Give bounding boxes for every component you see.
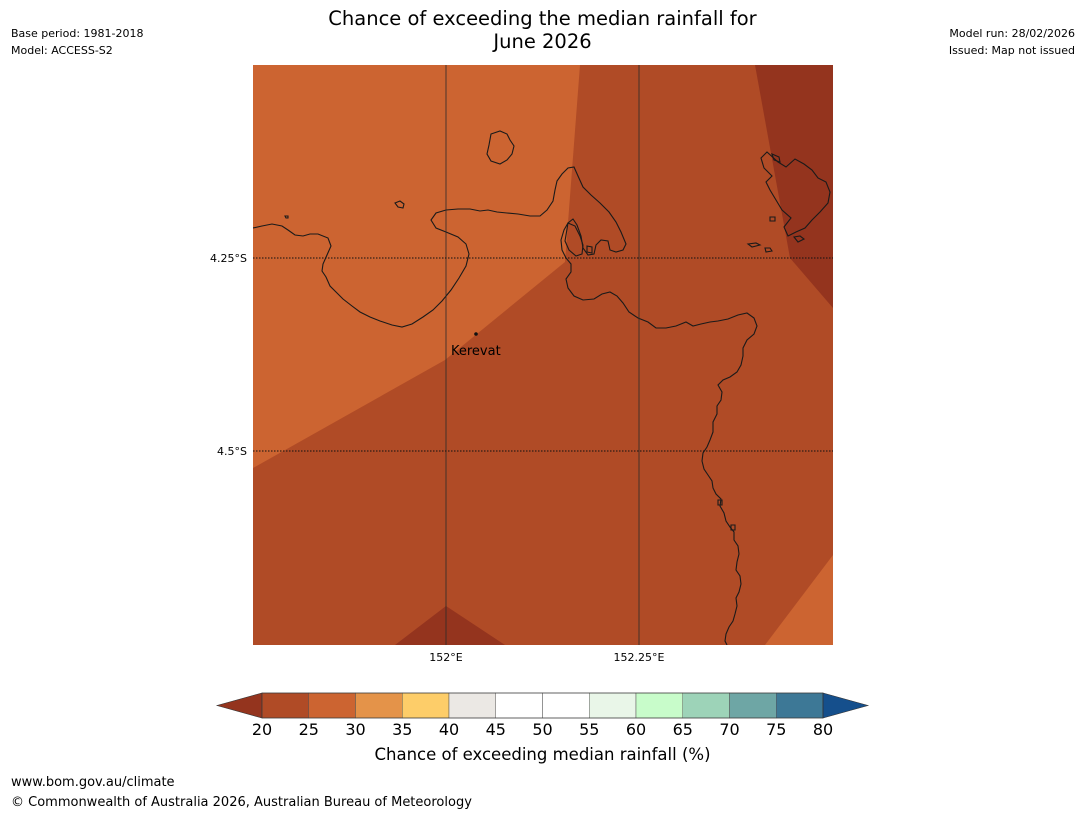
colorbar-cell (542, 692, 590, 719)
colorbar-cell (776, 692, 824, 719)
colorbar-tick-label: 45 (486, 720, 506, 739)
colorbar: 20 25 30 35 40 45 50 55 60 65 70 75 80 (215, 692, 870, 739)
coastline-islet-inner (586, 245, 593, 254)
kerevat-marker[interactable] (474, 332, 478, 336)
coastline-island-north (486, 130, 515, 165)
colorbar-frame (261, 692, 824, 719)
colorbar-tick-label: 65 (673, 720, 693, 739)
lon-label-152-25e: 152.25°E (614, 651, 665, 664)
colorbar-cell (308, 692, 356, 719)
gridlines (253, 65, 833, 645)
colorbar-tick-label: 25 (299, 720, 319, 739)
coastline-islet-ne-1 (771, 153, 781, 163)
lat-label-4-25s: 4.25°S (210, 252, 247, 265)
footer-url[interactable]: www.bom.gov.au/climate (11, 775, 175, 790)
colorbar-cell (448, 692, 496, 719)
colorbar-tick-label: 30 (345, 720, 365, 739)
coastline-islet-ne-2 (746, 242, 762, 248)
title-line-1: Chance of exceeding the median rainfall … (328, 7, 757, 30)
lon-label-152e: 152°E (429, 651, 462, 664)
coastline-islet-coast-1 (717, 499, 723, 506)
coastline-islet-coast-2 (730, 524, 736, 531)
model-run-text: Model run: 28/02/2026 (949, 27, 1075, 40)
band-25-30-region-southeast (765, 555, 833, 645)
coastline-islet-ne-3 (764, 247, 773, 253)
coastline-group (253, 130, 831, 645)
below-20-region-south (395, 606, 505, 645)
colorbar-cell (355, 692, 403, 719)
colorbar-cell (635, 692, 683, 719)
footer-copyright: © Commonwealth of Australia 2026, Austra… (11, 795, 472, 810)
colorbar-tick-label: 80 (813, 720, 833, 739)
model-text: Model: ACCESS-S2 (11, 44, 113, 57)
base-period-text: Base period: 1981-2018 (11, 27, 144, 40)
band-25-30-region-north (253, 65, 580, 468)
coastline-northeast-island (760, 151, 831, 237)
colorbar-tick-label: 40 (439, 720, 459, 739)
colorbar-cell (495, 692, 543, 719)
coastline-islet-ne-4 (792, 235, 806, 243)
colorbar-over-arrow (822, 692, 870, 719)
colorbar-tick-label: 35 (392, 720, 412, 739)
colorbar-under-arrow (215, 692, 263, 719)
colorbar-cell (682, 692, 730, 719)
colorbar-cell (261, 692, 309, 719)
colorbar-cell (589, 692, 637, 719)
colorbar-title: Chance of exceeding median rainfall (%) (374, 745, 711, 764)
colorbar-tick-label: 50 (532, 720, 552, 739)
colorbar-tick-label: 60 (626, 720, 646, 739)
coastline-mainland (253, 166, 758, 645)
coastline-islet-west (394, 200, 405, 209)
header-meta-right: Model run: 28/02/2026 Issued: Map not is… (949, 25, 1075, 59)
lat-label-4-5s: 4.5°S (217, 445, 247, 458)
colorbar-cell (729, 692, 777, 719)
title-line-2: June 2026 (493, 30, 592, 53)
map-panel[interactable]: Kerevat (253, 65, 833, 645)
colorbar-tick-label: 55 (579, 720, 599, 739)
colorbar-tick-label: 70 (719, 720, 739, 739)
coastline-islet-ne-5 (769, 216, 776, 222)
issued-text: Issued: Map not issued (948, 44, 1075, 57)
coastline-islet-west-2 (284, 215, 289, 219)
coastline-peninsula-inner (564, 222, 584, 257)
header-meta-left: Base period: 1981-2018 Model: ACCESS-S2 (11, 25, 143, 59)
colorbar-tick-label: 20 (252, 720, 272, 739)
kerevat-label: Kerevat (451, 344, 501, 359)
colorbar-cell (402, 692, 450, 719)
below-20-region-northeast (755, 65, 833, 308)
map-title: Chance of exceeding the median rainfall … (0, 7, 1085, 53)
colorbar-tick-label: 75 (766, 720, 786, 739)
